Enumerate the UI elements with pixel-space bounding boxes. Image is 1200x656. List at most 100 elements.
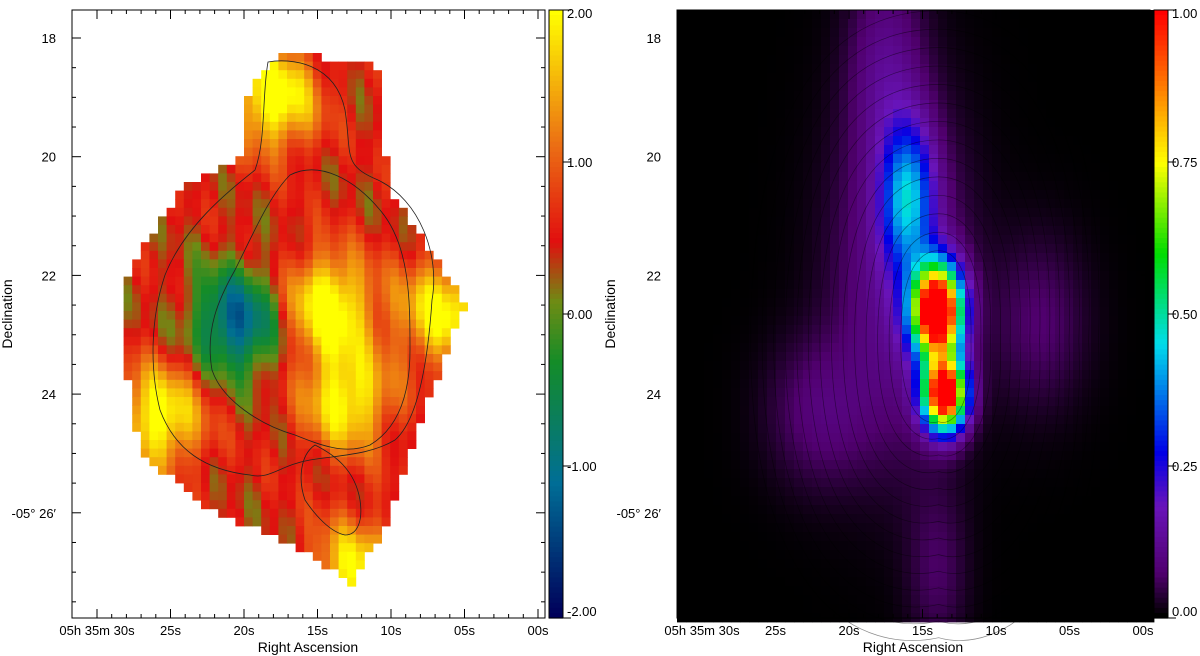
heatmap-cell [1109, 64, 1119, 74]
heatmap-cell [1010, 442, 1020, 452]
heatmap-cell [287, 397, 296, 406]
heatmap-cell [355, 311, 365, 320]
heatmap-cell [758, 352, 768, 362]
heatmap-cell [767, 316, 777, 326]
heatmap-cell [373, 216, 382, 226]
heatmap-cell [956, 226, 966, 236]
heatmap-cell [390, 276, 400, 286]
heatmap-cell [1055, 325, 1065, 335]
heatmap-cell [1055, 442, 1065, 452]
heatmap-cell [965, 100, 975, 110]
heatmap-cell [252, 431, 262, 441]
heatmap-cell [218, 379, 228, 389]
heatmap-cell [1064, 199, 1074, 209]
heatmap-cell [1118, 208, 1128, 218]
heatmap-cell [731, 154, 741, 164]
heatmap-cell [920, 415, 930, 425]
heatmap-cell [1028, 316, 1038, 326]
heatmap-cell [390, 414, 400, 424]
heatmap-cell [192, 268, 202, 277]
heatmap-cell [875, 343, 885, 353]
heatmap-cell [209, 182, 219, 191]
heatmap-cell [1064, 406, 1074, 416]
heatmap-cell [166, 440, 176, 449]
heatmap-cell [166, 371, 176, 381]
heatmap-cell [767, 289, 777, 299]
heatmap-cell [785, 460, 795, 470]
heatmap-cell [1001, 118, 1011, 128]
heatmap-cell [911, 352, 921, 362]
heatmap-cell [713, 118, 723, 128]
heatmap-cell [1046, 307, 1056, 317]
heatmap-cell [749, 334, 759, 344]
heatmap-cell [875, 532, 885, 542]
heatmap-cell [722, 496, 732, 506]
heatmap-cell [287, 414, 296, 424]
heatmap-cell [956, 10, 966, 20]
heatmap-cell [704, 91, 714, 101]
heatmap-cell [740, 433, 750, 443]
heatmap-cell [911, 28, 921, 38]
heatmap-cell [373, 457, 382, 467]
heatmap-cell [839, 235, 849, 245]
heatmap-cell [1046, 415, 1056, 425]
heatmap-cell [321, 182, 331, 191]
heatmap-cell [269, 336, 279, 346]
heatmap-cell [893, 397, 903, 407]
colorbar-swatch [549, 116, 563, 123]
heatmap-cell [875, 19, 885, 29]
heatmap-cell [312, 173, 322, 183]
heatmap-cell [758, 181, 768, 191]
heatmap-cell [1010, 541, 1020, 551]
colorbar-swatch [549, 288, 563, 295]
heatmap-cell [1010, 118, 1020, 128]
colorbar-swatch [549, 227, 563, 234]
heatmap-cell [830, 199, 840, 209]
heatmap-cell [677, 91, 687, 101]
heatmap-cell [1118, 145, 1128, 155]
heatmap-cell [1037, 433, 1047, 443]
heatmap-cell [252, 336, 262, 346]
heatmap-cell [1100, 244, 1110, 254]
heatmap-cell [261, 216, 271, 226]
heatmap-cell [1109, 82, 1119, 92]
heatmap-cell [677, 478, 687, 488]
heatmap-cell [1118, 82, 1128, 92]
heatmap-cell [1028, 280, 1038, 290]
heatmap-cell [304, 190, 314, 200]
heatmap-cell [893, 307, 903, 317]
heatmap-cell [740, 145, 750, 155]
colorbar-swatch [549, 20, 563, 26]
heatmap-cell [1037, 118, 1047, 128]
heatmap-cell [269, 130, 279, 140]
heatmap-cell [1127, 82, 1137, 92]
heatmap-cell [875, 514, 885, 524]
heatmap-cell [911, 100, 921, 110]
heatmap-cell [278, 483, 288, 492]
heatmap-cell [364, 422, 374, 432]
heatmap-cell [235, 250, 245, 260]
heatmap-cell [893, 55, 903, 65]
heatmap-cell [992, 316, 1002, 326]
heatmap-cell [929, 37, 939, 47]
heatmap-cell [226, 345, 236, 355]
heatmap-cell [767, 280, 777, 290]
heatmap-cell [902, 433, 912, 443]
heatmap-cell [1037, 487, 1047, 497]
heatmap-cell [794, 100, 804, 110]
heatmap-cell [929, 469, 939, 479]
heatmap-cell [287, 336, 296, 346]
heatmap-cell [992, 352, 1002, 362]
heatmap-cell [433, 328, 443, 338]
colorbar-swatch [549, 526, 563, 533]
heatmap-cell [695, 505, 705, 515]
heatmap-cell [866, 118, 876, 128]
heatmap-cell [956, 91, 966, 101]
heatmap-cell [920, 325, 930, 335]
heatmap-cell [347, 517, 357, 527]
heatmap-cell [1100, 145, 1110, 155]
heatmap-cell [321, 483, 331, 492]
heatmap-cell [956, 370, 966, 380]
heatmap-cell [192, 336, 202, 346]
heatmap-cell [235, 293, 245, 303]
